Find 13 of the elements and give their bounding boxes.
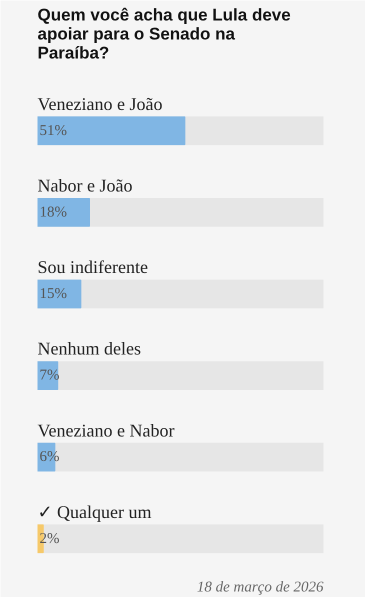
chart-title: Quem você acha que Lula deve apoiar para o Senado na Paraíba?: [38, 6, 291, 62]
y-tick-label: Nenhum deles: [38, 338, 141, 359]
data-label: 15%: [40, 286, 67, 302]
data-label: 51%: [40, 122, 67, 139]
data-label: 18%: [40, 204, 67, 220]
y-tick-label: Sou indiferente: [38, 257, 148, 278]
bar: [38, 280, 82, 308]
y-tick-label: Veneziano e João: [38, 94, 162, 114]
text: 18 de março de 2026: [196, 580, 324, 596]
y-tick-label: Veneziano e Nabor: [38, 420, 174, 440]
y-tick-label: ✓ Qualquer um: [38, 502, 152, 522]
bar: [38, 198, 90, 227]
y-tick-label: Nabor e João: [38, 175, 132, 196]
